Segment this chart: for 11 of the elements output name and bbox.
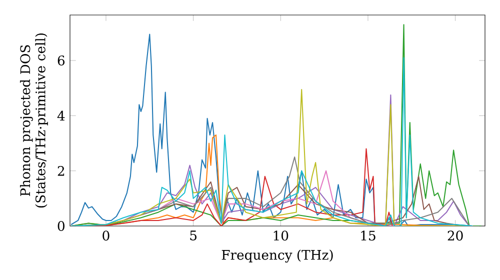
x-tick-label: 10 (274, 230, 288, 241)
x-tick-label: 0 (102, 230, 110, 241)
y-tick-label: 2 (58, 166, 64, 176)
y-axis-title: Phonon projected DOS (States/THz·primitive cell) (20, 33, 48, 208)
x-tick-label: 15 (361, 230, 376, 241)
y-tick-label: 4 (57, 110, 65, 121)
y-tick-label: 6 (58, 56, 65, 66)
x-tick-label: 20 (448, 230, 463, 241)
x-axis-title: Frequency (THz) (222, 250, 333, 263)
y-tick-label: 0 (58, 221, 64, 231)
x-tick-label: 5 (190, 230, 196, 240)
